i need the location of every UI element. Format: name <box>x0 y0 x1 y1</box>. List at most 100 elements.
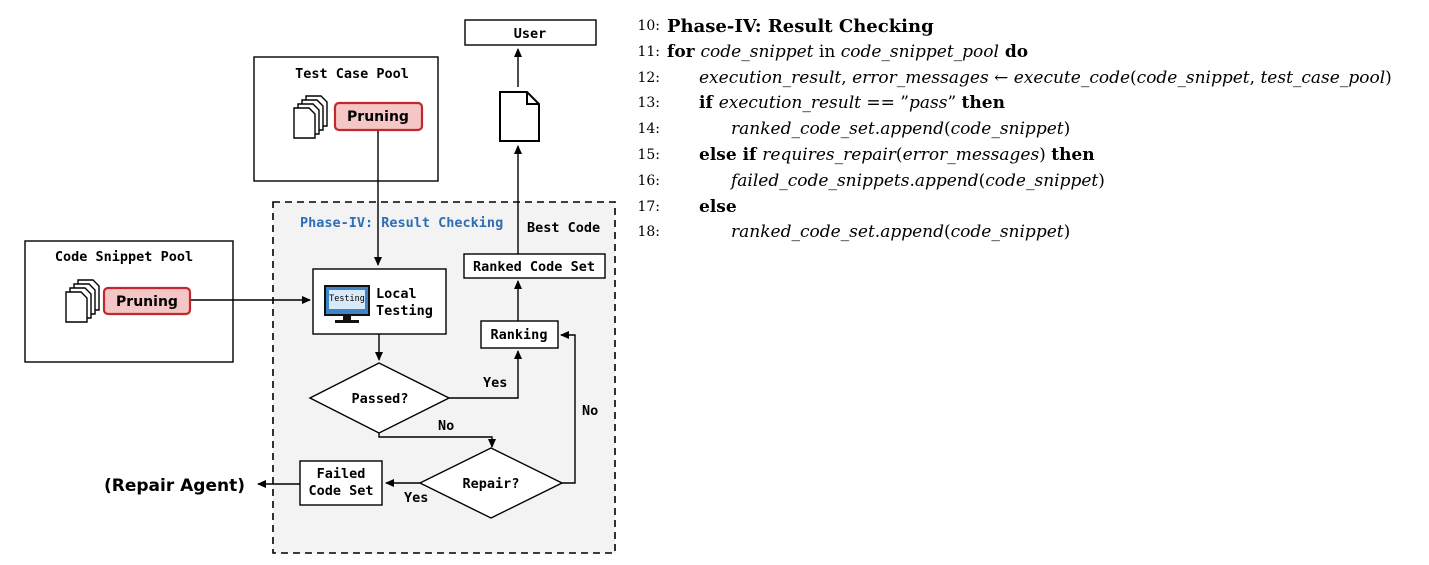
code-token: ranked_code_set <box>731 222 875 243</box>
user-label: User <box>514 26 547 42</box>
code-token: ranked_code_set <box>731 119 875 140</box>
code-token: else <box>699 196 737 217</box>
code-snippet-pool-title: Code Snippet Pool <box>55 249 193 265</box>
monitor-icon <box>324 285 370 323</box>
document-icon <box>499 91 540 142</box>
test-pruning-label: Pruning <box>347 109 409 125</box>
local-testing-line1: Local <box>376 286 417 302</box>
code-token: , <box>1249 67 1261 88</box>
code-token: execution_result <box>699 67 842 88</box>
code-token: == ” <box>860 93 909 114</box>
failed-line1: Failed <box>317 466 366 482</box>
line-number: 10: <box>637 18 660 34</box>
code-token: code_snippet <box>950 222 1064 243</box>
line-code: if execution_result == ”pass” then <box>699 91 1005 117</box>
code-token: ) <box>1063 119 1071 140</box>
local-testing-line2: Testing <box>376 303 433 319</box>
workflow-diagram: Phase-IV: Result Checking Best Code User… <box>24 19 616 554</box>
arrow-passed-no-to-repair <box>378 433 496 448</box>
algorithm-line: 10: Phase-IV: Result Checking <box>630 14 1425 40</box>
code-token: ) <box>1039 144 1052 165</box>
code-token: error_messages <box>902 144 1040 165</box>
code-token: execute_code <box>1013 67 1131 88</box>
phase-iv-title: Phase-IV: Result Checking <box>300 215 503 231</box>
line-number: 13: <box>637 95 660 112</box>
code-pruning-label: Pruning <box>116 294 178 310</box>
code-token: test_case_pool <box>1260 67 1386 88</box>
code-pruning-button <box>102 286 192 316</box>
line-number: 15: <box>637 146 660 163</box>
code-token: requires_repair <box>762 144 896 165</box>
line-number: 14: <box>637 121 660 138</box>
algorithm-line: 13: if execution_result == ”pass” then <box>630 91 1425 117</box>
code-token: pass <box>908 93 948 114</box>
line-code: failed_code_snippets.append(code_snippet… <box>731 169 1105 195</box>
ranked-code-set-box <box>463 253 606 279</box>
line-number: 17: <box>637 198 660 215</box>
ranked-code-set-label: Ranked Code Set <box>473 259 595 275</box>
test-case-pool-title: Test Case Pool <box>295 66 409 82</box>
code-token: ) <box>1063 222 1071 243</box>
code-token: failed_code_snippets <box>731 170 910 191</box>
repair-agent-label: (Repair Agent) <box>104 476 245 496</box>
algorithm-line: 14: ranked_code_set.append(code_snippet) <box>630 117 1425 143</box>
passed-label: Passed? <box>352 391 409 407</box>
line-number: 16: <box>637 172 660 189</box>
code-token: code_snippet <box>950 119 1064 140</box>
line-code: else if requires_repair(error_messages) … <box>699 143 1095 169</box>
code-token: ” <box>947 93 962 114</box>
code-token: Phase-IV: Result Checking <box>667 16 934 37</box>
algorithm-line: 11: for code_snippet in code_snippet_pool… <box>630 40 1425 66</box>
code-token: error_messages <box>852 67 989 88</box>
code-token: ) <box>1385 67 1392 88</box>
code-token: in <box>813 41 841 62</box>
line-code: Phase-IV: Result Checking <box>667 14 934 41</box>
line-code: ranked_code_set.append(code_snippet) <box>731 117 1070 143</box>
algorithm-line: 18: ranked_code_set.append(code_snippet) <box>630 220 1425 246</box>
test-pruning-button <box>333 101 424 132</box>
repair-label: Repair? <box>463 476 520 492</box>
algorithm-listing: 10: Phase-IV: Result Checking 11: for code_… <box>630 14 1425 246</box>
code-token: code_snippet_pool <box>840 41 999 62</box>
code-token: then <box>961 93 1005 114</box>
code-token: ) <box>1098 170 1105 191</box>
no-label-2: No <box>582 403 598 419</box>
code-token: . <box>874 222 881 243</box>
line-number: 11: <box>637 43 660 60</box>
algorithm-line: 12: execution_result, error_messages ← ex… <box>630 66 1425 92</box>
best-code-label: Best Code <box>527 220 600 236</box>
failed-line2: Code Set <box>308 483 373 499</box>
code-token: ( <box>895 144 903 165</box>
no-label-1: No <box>438 418 454 434</box>
code-token: append <box>914 170 979 191</box>
algorithm-line: 17: else <box>630 195 1425 221</box>
yes-label-2: Yes <box>404 490 428 506</box>
code-token: ( <box>943 222 951 243</box>
code-token: code_snippet <box>1136 67 1250 88</box>
line-number: 18: <box>637 224 660 241</box>
failed-code-set-box <box>299 460 383 506</box>
code-token: append <box>880 119 944 140</box>
arrow-passed-yes-to-ranking <box>449 350 522 399</box>
repair-decision <box>418 447 564 519</box>
code-token: code_snippet <box>985 170 1099 191</box>
code-token: then <box>1051 144 1095 165</box>
code-files-icon <box>65 279 100 323</box>
code-token: ← <box>988 67 1014 88</box>
line-code: for code_snippet in code_snippet_pool do <box>667 40 1028 66</box>
code-token: if <box>699 93 719 114</box>
ranking-box <box>480 320 559 349</box>
line-code: else <box>699 195 737 221</box>
ranking-label: Ranking <box>491 327 548 343</box>
code-token: ( <box>1130 67 1137 88</box>
user-box <box>464 19 597 46</box>
code-token: code_snippet <box>700 41 814 62</box>
line-number: 12: <box>637 69 660 86</box>
algorithm-line: 16: failed_code_snippets.append(code_snip… <box>630 169 1425 195</box>
code-token: else if <box>699 144 763 165</box>
testing-screen-label: Testing <box>329 294 365 304</box>
code-token: . <box>909 170 915 191</box>
code-token: . <box>874 119 881 140</box>
arrow-repair-no-to-ranking <box>560 331 576 484</box>
code-token: append <box>880 222 944 243</box>
